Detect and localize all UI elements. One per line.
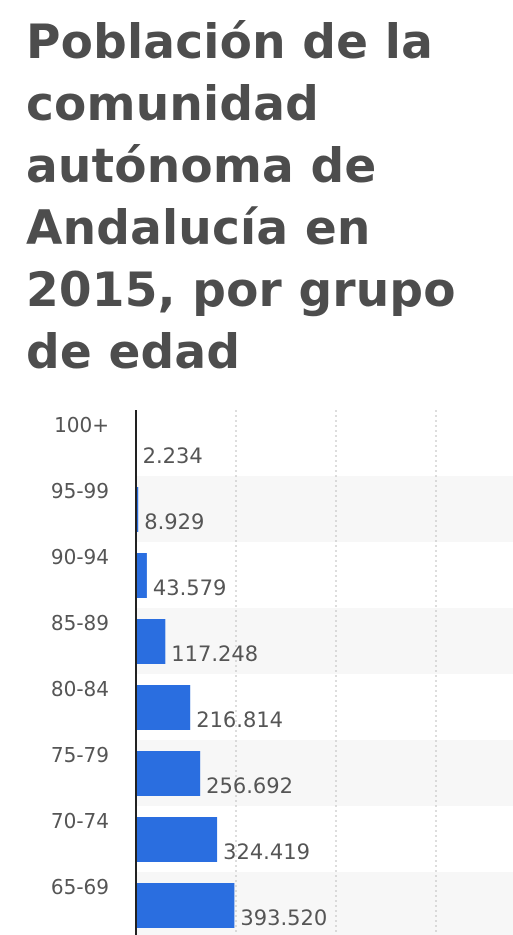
category-label: 75-79 bbox=[51, 743, 109, 767]
value-label: 117.248 bbox=[171, 642, 258, 666]
labels: 100+ 2.234 95-99 8.929 90-94 43.579 85-89 117.2… bbox=[51, 413, 327, 930]
value-label: 256.692 bbox=[206, 774, 293, 798]
row-bands bbox=[136, 476, 513, 935]
category-label: 80-84 bbox=[51, 677, 109, 701]
category-label: 95-99 bbox=[51, 479, 109, 503]
chart-title: Población de la comunidad autónoma de An… bbox=[26, 15, 456, 380]
bar-80-84 bbox=[136, 685, 191, 730]
category-label: 90-94 bbox=[51, 545, 109, 569]
value-label: 324.419 bbox=[223, 840, 310, 864]
bar-90-94 bbox=[136, 553, 147, 598]
bar-85-89 bbox=[136, 619, 166, 664]
row-band bbox=[136, 476, 513, 542]
bar-95-99 bbox=[136, 487, 139, 532]
bar-70-74 bbox=[136, 817, 218, 862]
row-band bbox=[136, 608, 513, 674]
category-label: 85-89 bbox=[51, 611, 109, 635]
bar-65-69 bbox=[136, 883, 235, 928]
bar-75-79 bbox=[136, 751, 201, 796]
bars bbox=[136, 421, 235, 928]
category-label: 100+ bbox=[54, 413, 109, 437]
value-label: 216.814 bbox=[196, 708, 283, 732]
category-label: 70-74 bbox=[51, 809, 109, 833]
value-label: 8.929 bbox=[144, 510, 204, 534]
value-label: 43.579 bbox=[153, 576, 226, 600]
category-label: 65-69 bbox=[51, 875, 109, 899]
value-label: 2.234 bbox=[143, 444, 203, 468]
value-label: 393.520 bbox=[240, 906, 327, 930]
